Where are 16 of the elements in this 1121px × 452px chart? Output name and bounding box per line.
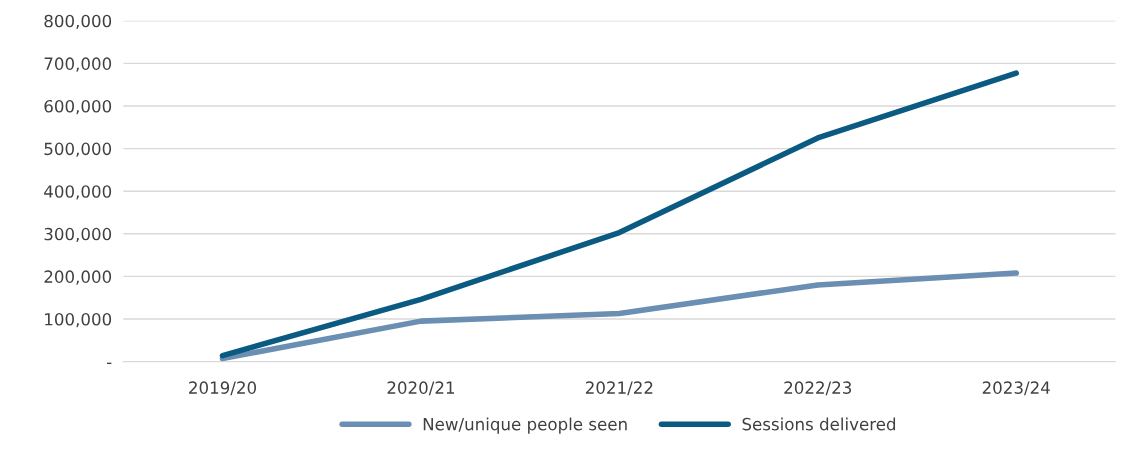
x-tick-label: 2019/20 bbox=[189, 381, 257, 396]
x-tick-label: 2020/21 bbox=[387, 381, 455, 396]
y-tick-label: 400,000 bbox=[44, 185, 112, 200]
y-tick-label: 200,000 bbox=[44, 270, 112, 285]
y-tick-label: 500,000 bbox=[44, 142, 112, 157]
x-tick-label: 2022/23 bbox=[784, 381, 852, 396]
y-tick-label: 600,000 bbox=[44, 99, 112, 115]
y-tick-label: 300,000 bbox=[44, 227, 112, 243]
legend-label: Sessions delivered bbox=[742, 417, 896, 431]
y-tick-label: 700,000 bbox=[44, 57, 112, 72]
y-tick-label: 800,000 bbox=[44, 14, 112, 30]
x-tick-label: 2023/24 bbox=[982, 381, 1050, 396]
y-tick-label: 100,000 bbox=[45, 312, 112, 328]
x-tick-label: 2021/22 bbox=[585, 381, 653, 396]
y-tick-label: - bbox=[107, 362, 112, 365]
legend-label: New/unique people seen bbox=[423, 417, 627, 434]
